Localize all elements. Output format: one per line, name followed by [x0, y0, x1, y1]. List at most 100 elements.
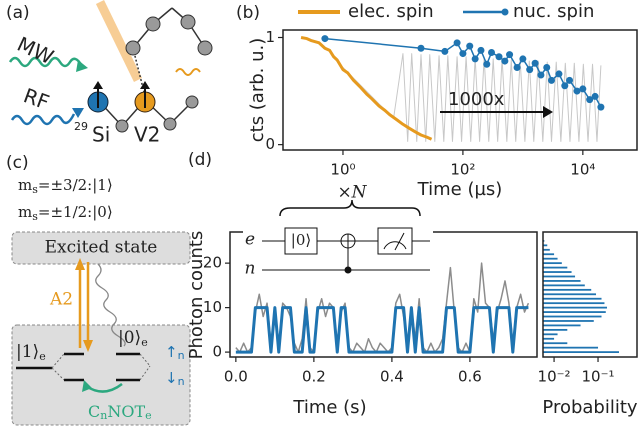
point: [579, 85, 587, 93]
text: e: [39, 350, 46, 363]
repeat-label: ×N: [337, 183, 367, 203]
excited-state: Excited state: [45, 238, 158, 258]
ms-label: ms=±1/2:|0⟩: [18, 203, 113, 223]
wire-label: n: [245, 259, 256, 279]
point: [537, 71, 545, 79]
isotope-mass: 29: [74, 120, 88, 133]
histogram-bar: [543, 315, 602, 318]
histogram-bar: [543, 266, 568, 269]
histogram-bar: [543, 288, 592, 291]
point: [547, 76, 555, 84]
histogram-bar: [543, 284, 585, 287]
text: |1⟩: [16, 342, 39, 362]
legend-label: nuc. spin: [513, 1, 594, 22]
ket-label: |1⟩e: [16, 342, 46, 364]
histogram-bar: [543, 333, 558, 336]
point: [566, 76, 574, 84]
line-series: [324, 37, 602, 108]
y-tick-label: 20: [203, 254, 222, 272]
text: n: [100, 409, 107, 422]
histogram-bar: [543, 253, 555, 256]
point: [321, 35, 329, 43]
x-tick-label: 0.4: [380, 368, 404, 386]
histogram-bar: [543, 324, 581, 327]
text: e: [145, 409, 152, 422]
histogram-bar: [543, 342, 568, 345]
point: [483, 60, 491, 68]
point: [531, 59, 539, 67]
x-tick-label: 0.0: [224, 368, 248, 386]
annotation: 1000x: [440, 89, 553, 118]
y-axis-label: Photon counts: [186, 231, 207, 360]
point: [513, 64, 521, 71]
x-tick-label: 10⁴: [570, 161, 595, 179]
histogram-bar: [543, 271, 572, 273]
ms-label: ms=±3/2:|1⟩: [18, 176, 113, 196]
point: [453, 39, 461, 47]
v2-label: V2: [134, 123, 160, 147]
histogram-bar: [543, 293, 597, 296]
y-axis-label: cts (arb. u.): [247, 38, 268, 143]
text: n: [178, 349, 185, 362]
histogram-bar: [543, 275, 576, 278]
point: [495, 53, 503, 61]
text: ↑: [165, 343, 178, 361]
x-axis-label: Probability: [542, 397, 637, 418]
histogram-bar: [543, 328, 568, 331]
point: [501, 57, 509, 65]
text: n: [178, 375, 185, 388]
point: [488, 49, 496, 56]
line-series: [300, 36, 433, 141]
histogram-bar: [543, 311, 606, 313]
y-tick-label: 0: [265, 135, 275, 153]
gate-text: |0⟩: [291, 231, 311, 249]
x-tick-label: 10⁻²: [538, 368, 571, 386]
text: e: [141, 336, 148, 349]
text: |0⟩: [118, 328, 141, 348]
plot-frame: [542, 231, 638, 358]
wire-label: e: [245, 230, 255, 250]
text: s: [32, 210, 38, 223]
histogram-bar: [543, 244, 548, 247]
line-series: [342, 53, 602, 142]
point: [477, 46, 485, 54]
histogram-bar: [543, 320, 594, 322]
panel-label: (d): [188, 150, 212, 170]
y-tick-label: 0: [212, 343, 222, 361]
legend-label: elec. spin: [348, 1, 434, 22]
line-series: [235, 306, 529, 354]
diagram-c: ms=±3/2:|1⟩ ms=±1/2:|0⟩ Excited state A2…: [11, 176, 191, 426]
gate-label: CnNOTe: [88, 402, 152, 423]
si-label: Si: [92, 123, 110, 147]
point: [543, 64, 551, 71]
y-tick-label: 10: [203, 298, 222, 316]
ket-label: |0⟩e: [118, 328, 148, 350]
point: [466, 42, 474, 50]
x-tick-label: 10⁰: [330, 161, 355, 179]
x-tick-label: 10⁻¹: [582, 368, 615, 386]
panel-label: (a): [6, 3, 30, 23]
point: [441, 47, 449, 55]
point: [591, 92, 599, 100]
x-tick-label: 10²: [450, 161, 475, 179]
annotation-text: 1000x: [448, 89, 505, 110]
text: =±3/2:|1⟩: [38, 176, 113, 194]
line-series: [235, 262, 530, 353]
x-tick-label: 0.2: [302, 368, 326, 386]
point: [519, 55, 527, 63]
point: [417, 44, 425, 52]
point: [459, 50, 467, 58]
x-axis-label: Time (µs): [417, 179, 503, 200]
spin-up: ↑n: [165, 343, 185, 363]
spin-down: ↓n: [165, 369, 185, 389]
point: [573, 87, 581, 95]
panel-label: (c): [6, 153, 29, 173]
histogram-bar: [543, 306, 608, 309]
text: s: [32, 183, 38, 196]
text: m: [18, 203, 32, 221]
histogram-bar: [543, 297, 602, 300]
y-tick-label: 1: [265, 28, 275, 46]
text: NOT: [107, 402, 145, 421]
text: ↓: [165, 369, 178, 387]
